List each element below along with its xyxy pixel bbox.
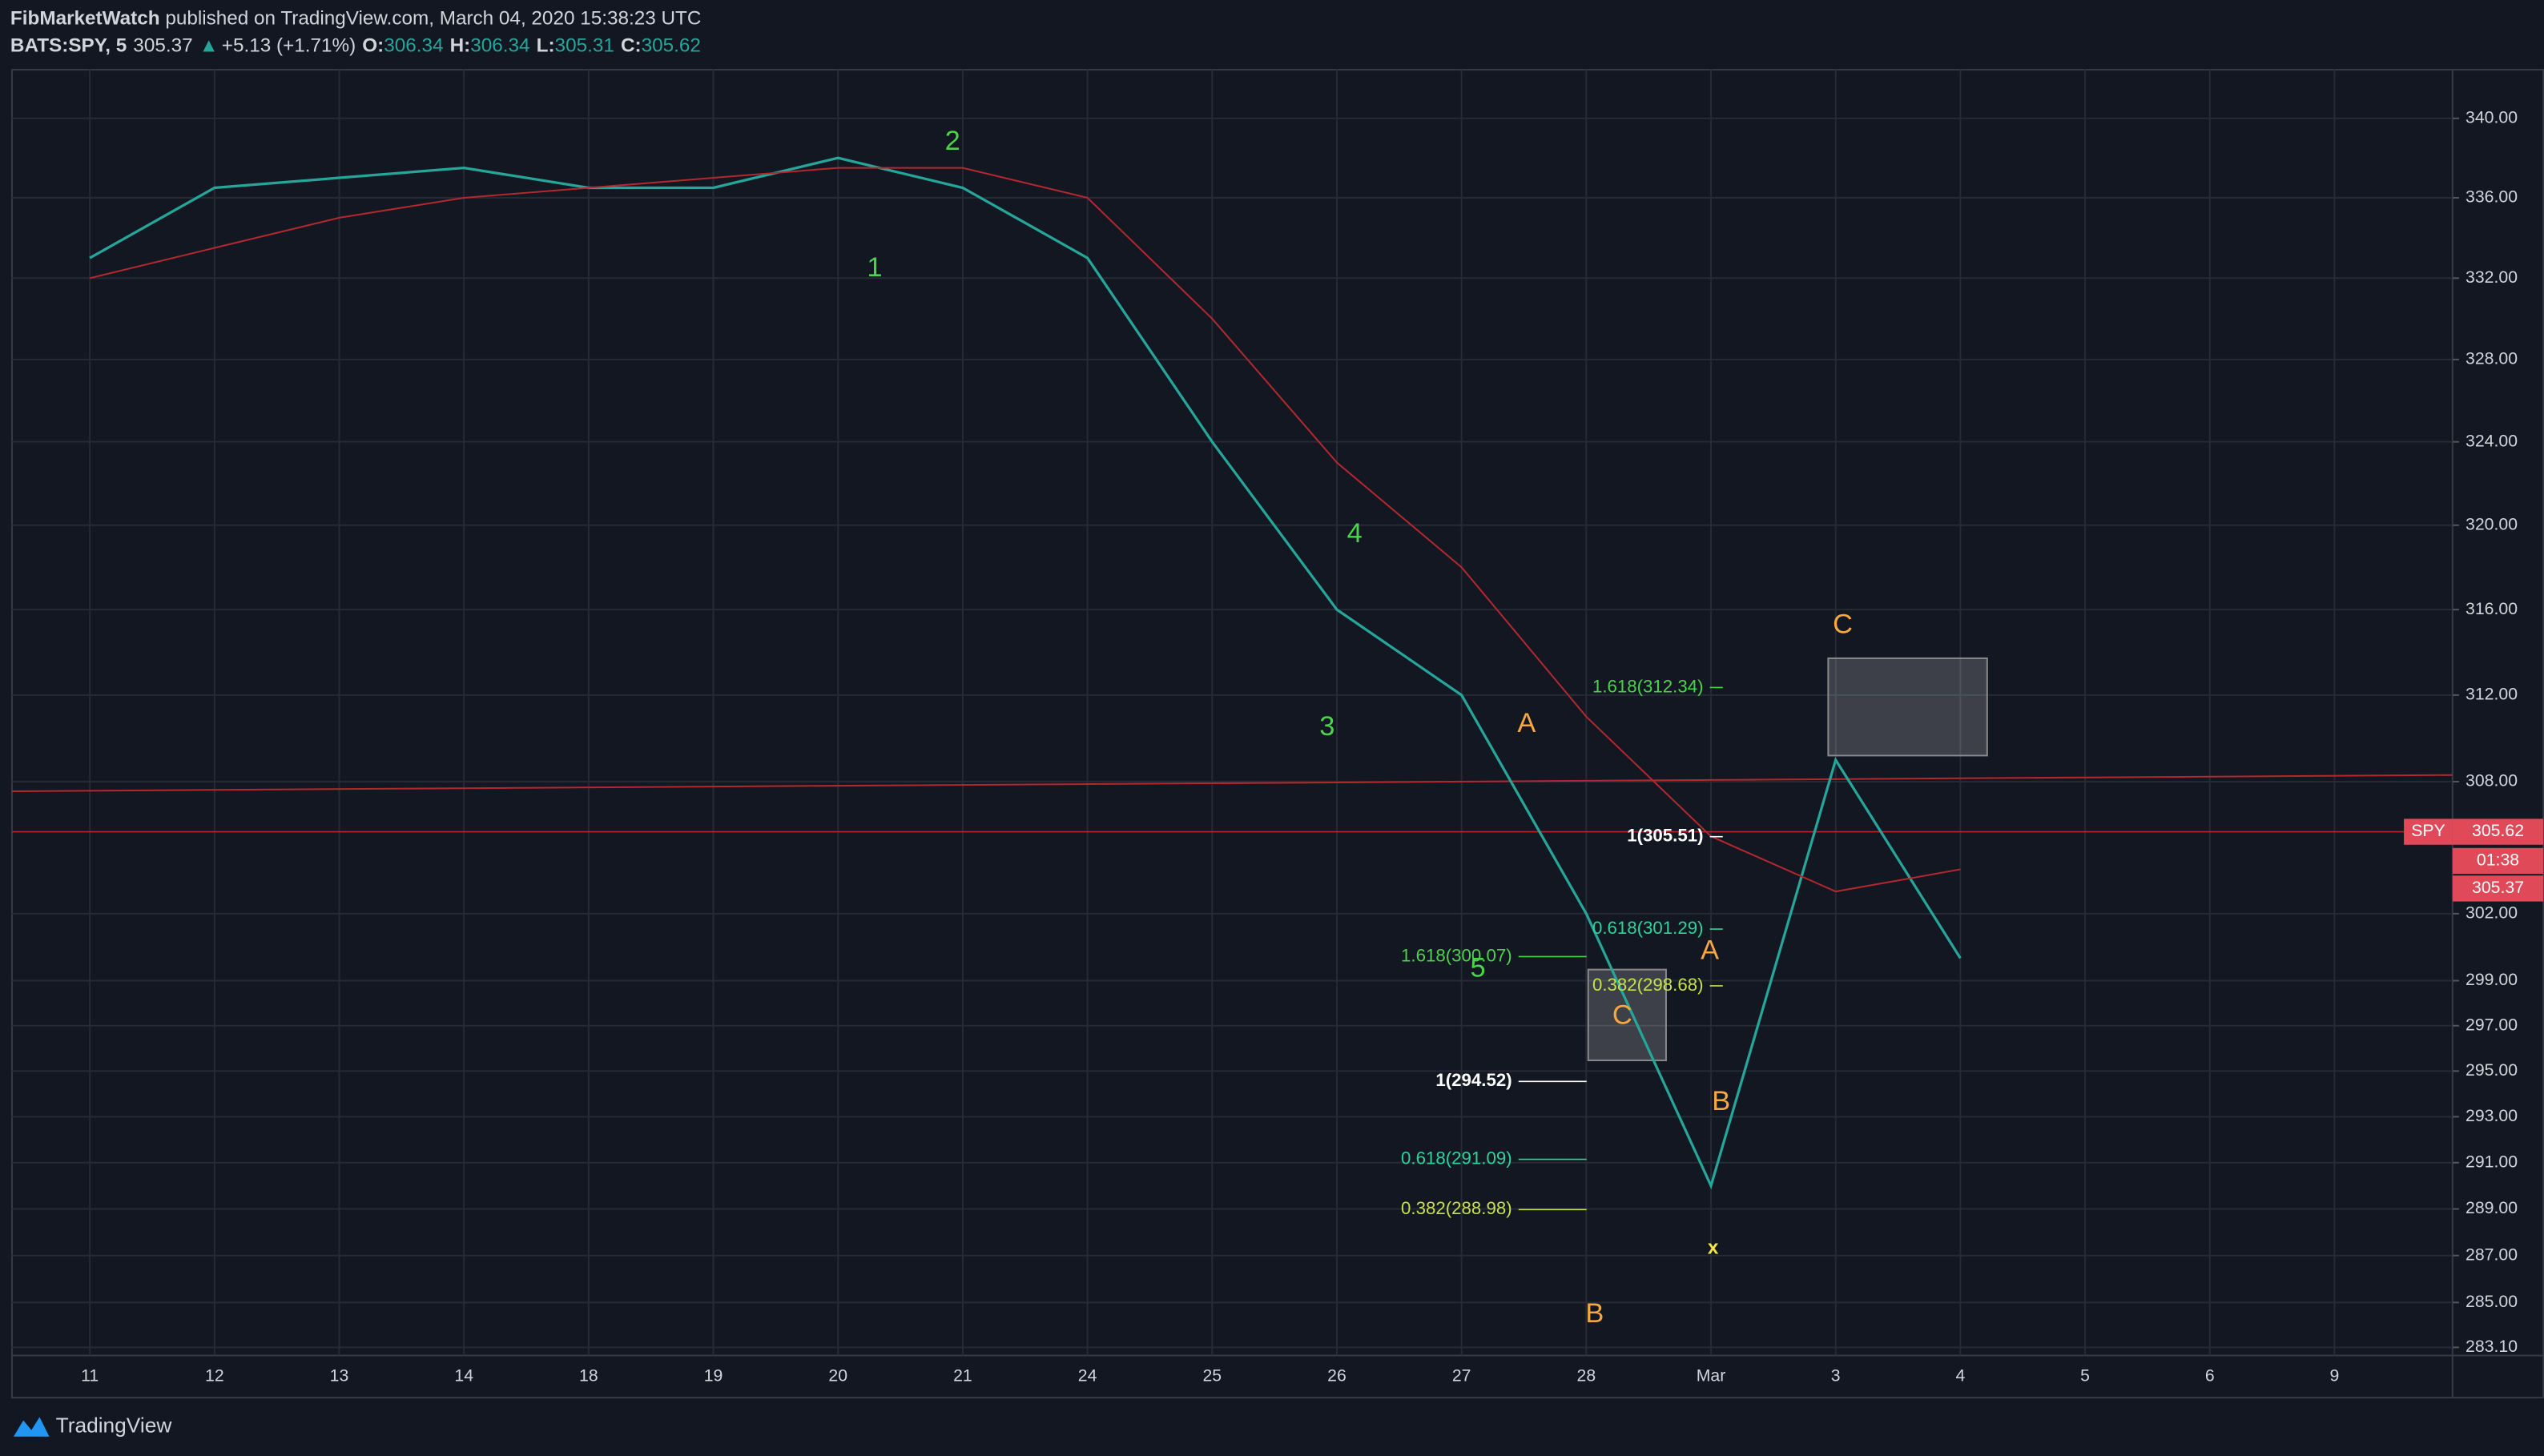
y-tick-label: 285.00 <box>2466 1292 2518 1311</box>
price-tag <box>2452 875 2544 902</box>
fib-label: 1.618(312.34) <box>1592 676 1704 696</box>
y-tick-label: 295.00 <box>2466 1060 2518 1080</box>
target-box <box>1827 657 1988 757</box>
x-tick-label: 6 <box>2205 1366 2215 1385</box>
author: FibMarketWatch <box>10 8 160 30</box>
footer-logo[interactable]: TradingView <box>13 1414 173 1438</box>
header-line: FibMarketWatch published on TradingView.… <box>10 8 701 30</box>
horizontal-ray <box>11 774 2453 792</box>
x-tick-label: 12 <box>205 1366 224 1385</box>
high: 306.34 <box>470 35 529 57</box>
x-tick-label: 27 <box>1452 1366 1471 1385</box>
l-label: L: <box>537 35 555 57</box>
fib-label: 0.382(288.98) <box>1401 1198 1512 1218</box>
x-tick-label: 26 <box>1327 1366 1346 1385</box>
target-box <box>1587 968 1667 1062</box>
wave-label: B <box>1585 1298 1604 1329</box>
wave-label: 5 <box>1471 953 1486 983</box>
y-tick-label: 283.10 <box>2466 1337 2518 1356</box>
x-tick-label: 25 <box>1202 1366 1222 1385</box>
x-tick-label: 5 <box>2080 1366 2090 1385</box>
wave-label: 2 <box>945 126 960 156</box>
plot-frame <box>10 69 2544 1399</box>
x-tick-label: 21 <box>953 1366 972 1385</box>
price-tag <box>2452 818 2544 845</box>
last: 305.37 <box>133 35 192 57</box>
price-tag <box>2404 818 2453 845</box>
price-tag-label: 305.37 <box>2472 878 2524 897</box>
fib-label: 1(305.51) <box>1627 826 1703 846</box>
y-tick-label: 299.00 <box>2466 970 2518 989</box>
low: 305.31 <box>555 35 614 57</box>
x-tick-label: 20 <box>828 1366 847 1385</box>
y-tick-label: 297.00 <box>2466 1015 2518 1034</box>
wave-label: 4 <box>1347 518 1363 549</box>
y-tick-label: 320.00 <box>2466 514 2518 533</box>
y-tick-label: 312.00 <box>2466 685 2518 704</box>
y-tick-label: 293.00 <box>2466 1106 2518 1125</box>
price-tag-label: SPY <box>2411 821 2445 840</box>
grid: 340.00 336.00 332.00 328.00 324.00 320.00 316.… <box>11 70 2518 1385</box>
logo-icon <box>13 1417 50 1437</box>
x-tick-label: 3 <box>1831 1366 1841 1385</box>
fib-label: 0.618(291.09) <box>1401 1148 1512 1168</box>
c-label: C: <box>621 35 642 57</box>
price-tag-label: 305.62 <box>2472 821 2524 840</box>
x-tick-label: 28 <box>1577 1366 1596 1385</box>
y-tick-label: 287.00 <box>2466 1245 2518 1264</box>
x-tick-label: Mar <box>1697 1366 1726 1385</box>
x-tick-label: 11 <box>81 1366 99 1385</box>
price-tag-label: 01:38 <box>2477 851 2519 870</box>
x-tick-label: 19 <box>704 1366 723 1385</box>
wave-label: A <box>1701 935 1719 965</box>
y-tick-label: 302.00 <box>2466 903 2518 922</box>
legend-line: BATS:SPY, 5 305.37 ▲ +5.13 (+1.71%) O:306.34… <box>10 35 701 57</box>
fib-label: 1(294.52) <box>1435 1070 1512 1090</box>
y-tick-label: 289.00 <box>2466 1198 2518 1217</box>
fib-label: 0.382(298.68) <box>1592 975 1704 995</box>
change: +5.13 (+1.71%) <box>222 35 356 57</box>
y-tick-label: 332.00 <box>2466 267 2518 287</box>
series-line <box>89 156 1962 1190</box>
x-tick-label: 4 <box>1955 1366 1965 1385</box>
wave-label: 1 <box>867 252 882 283</box>
brand: TradingView <box>56 1414 173 1438</box>
x-tick-label: 18 <box>579 1366 598 1385</box>
y-tick-label: 316.00 <box>2466 599 2518 618</box>
o-label: O: <box>362 35 384 57</box>
wave-label: x <box>1708 1237 1719 1258</box>
x-tick-label: 9 <box>2330 1366 2340 1385</box>
fib-label: 1.618(300.07) <box>1401 945 1512 965</box>
y-tick-label: 340.00 <box>2466 107 2518 127</box>
annotations: 1 2 3 4 5 A B C A B Cx 1.618(312.34) 1(305.51) 0.618(… <box>867 126 2544 1329</box>
y-tick-label: 291.00 <box>2466 1152 2518 1171</box>
wave-label: C <box>1833 609 1853 640</box>
symbol: BATS:SPY, 5 <box>10 35 127 57</box>
y-tick-label: 336.00 <box>2466 187 2518 207</box>
price-tag <box>2452 847 2544 875</box>
arrow: ▲ <box>199 35 219 57</box>
series-line <box>89 167 1961 893</box>
y-tick-label: 308.00 <box>2466 771 2518 790</box>
wave-label: A <box>1517 708 1536 738</box>
close: 305.62 <box>642 35 701 57</box>
y-tick-label: 328.00 <box>2466 348 2518 368</box>
x-tick-label: 13 <box>330 1366 349 1385</box>
published: published on TradingView.com, March 04, … <box>160 8 702 30</box>
wave-label: 3 <box>1319 711 1334 742</box>
wave-label: C <box>1612 999 1632 1030</box>
x-tick-label: 24 <box>1078 1366 1097 1385</box>
y-tick-label: 324.00 <box>2466 431 2518 450</box>
open: 306.34 <box>384 35 443 57</box>
x-tick-label: 14 <box>454 1366 473 1385</box>
fib-label: 0.618(301.29) <box>1592 918 1704 938</box>
wave-label: B <box>1712 1086 1730 1116</box>
plot <box>89 156 1962 1190</box>
h-label: H: <box>450 35 471 57</box>
